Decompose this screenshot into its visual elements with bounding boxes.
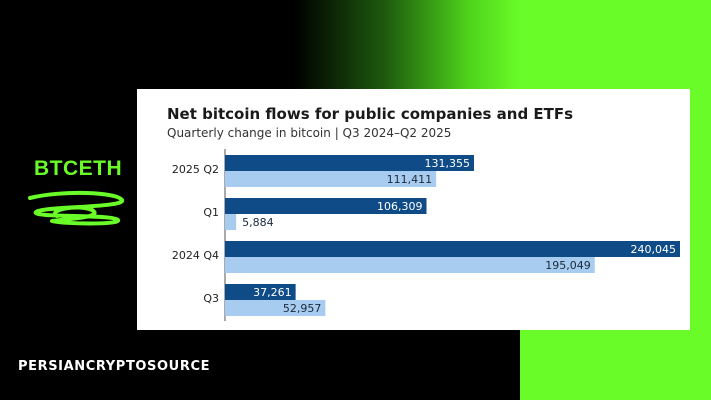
- bar: [225, 198, 427, 214]
- chart-subtitle: Quarterly change in bitcoin | Q3 2024–Q2…: [167, 126, 452, 140]
- brand-logo-text: BTCETH: [34, 157, 123, 180]
- footer-brand-text: PERSIANCRYPTOSOURCE: [18, 359, 211, 374]
- chart-title: Net bitcoin flows for public companies a…: [167, 105, 574, 123]
- bar-value-label: 111,411: [387, 173, 433, 186]
- bar-value-label: 5,884: [242, 216, 274, 229]
- bar: [225, 171, 437, 187]
- scribble-icon: [28, 190, 125, 226]
- chart-card: Net bitcoin flows for public companies a…: [137, 89, 690, 330]
- bar: [225, 241, 680, 257]
- category-label: 2024 Q4: [172, 249, 219, 262]
- background-bottom-band: [0, 330, 520, 400]
- bar-chart: 2025 Q2 131,355 111,411 Q1 106,309 5,884 2024 …: [172, 149, 680, 321]
- bar: [225, 284, 296, 300]
- category-label: Q1: [203, 206, 219, 219]
- bar-value-label: 37,261: [253, 286, 291, 299]
- category-label: Q3: [203, 292, 219, 305]
- bar: [225, 155, 474, 171]
- category-label: 2025 Q2: [172, 163, 219, 176]
- bar: [225, 257, 595, 273]
- bar-value-label: 195,049: [545, 259, 591, 272]
- bar: [225, 214, 237, 230]
- bar: [225, 300, 326, 316]
- bar-value-label: 240,045: [631, 243, 677, 256]
- bar-value-label: 52,957: [283, 302, 322, 315]
- bar-value-label: 131,355: [424, 157, 470, 170]
- bar-value-label: 106,309: [377, 200, 423, 213]
